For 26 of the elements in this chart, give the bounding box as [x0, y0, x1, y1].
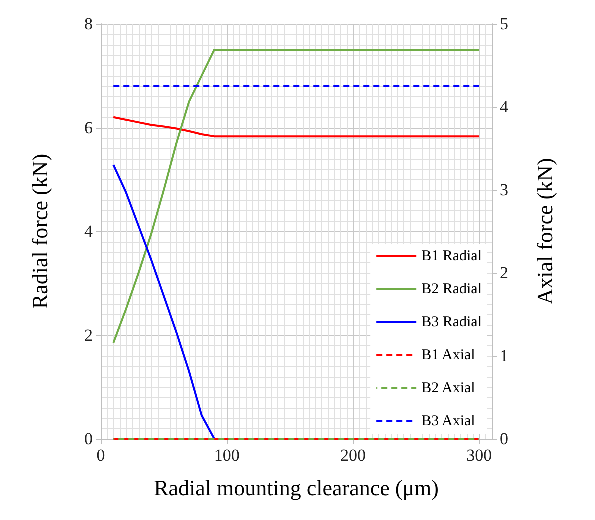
legend-label: B2 Axial [422, 380, 476, 396]
legend-label: B3 Radial [422, 314, 482, 330]
y2-tick-label: 3 [500, 180, 508, 200]
legend-label: B2 Radial [422, 282, 482, 298]
legend-label: B1 Axial [422, 348, 476, 364]
y-tick-label: 0 [84, 430, 93, 448]
y2-tick-label: 1 [500, 346, 508, 366]
y-tick-label: 4 [84, 222, 94, 241]
y2-tick-label: 4 [500, 98, 509, 116]
y2-axis-title: Axial force (kN) [532, 158, 558, 305]
x-tick-label: 100 [214, 446, 240, 465]
line-series [112, 48, 480, 344]
line-series [112, 116, 480, 138]
legend-label: B3 Axial [422, 414, 476, 430]
legend-label: B1 Radial [422, 248, 482, 264]
y-tick-label: 6 [84, 118, 93, 138]
x-tick-label: 300 [466, 446, 492, 465]
x-tick-label: 0 [96, 446, 106, 465]
y2-tick-label: 5 [500, 14, 508, 34]
x-tick-label: 200 [340, 446, 366, 465]
y2-tick-label: 0 [500, 430, 508, 448]
y-tick-label: 2 [84, 326, 93, 345]
x-axis-title: Radial mounting clearance (μm) [154, 476, 439, 500]
y-tick-label: 8 [84, 14, 93, 34]
y-axis-title: Radial force (kN) [28, 154, 52, 310]
y2-tick-label: 2 [500, 264, 508, 282]
